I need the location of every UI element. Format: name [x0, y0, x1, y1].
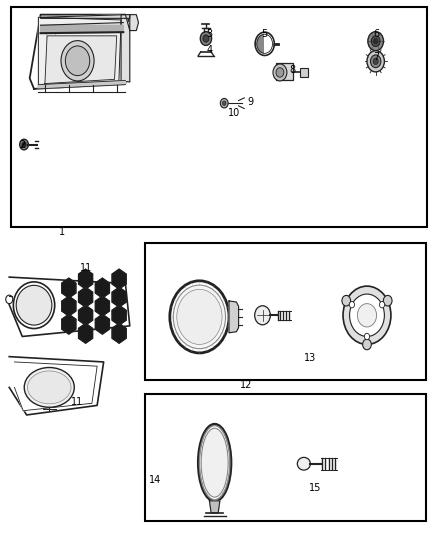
Polygon shape [209, 501, 220, 513]
Circle shape [273, 64, 287, 81]
Circle shape [343, 286, 391, 344]
Circle shape [371, 36, 380, 46]
Bar [11, 7, 427, 227]
Circle shape [349, 302, 354, 308]
Ellipse shape [28, 371, 71, 404]
Bar [145, 243, 426, 381]
Polygon shape [9, 277, 130, 336]
Polygon shape [112, 324, 126, 343]
Ellipse shape [13, 282, 55, 328]
Circle shape [350, 294, 385, 336]
Wedge shape [257, 34, 265, 53]
Polygon shape [41, 14, 130, 18]
Ellipse shape [198, 424, 231, 501]
Text: 5: 5 [261, 29, 268, 39]
Circle shape [276, 68, 284, 77]
Text: 11: 11 [71, 397, 84, 407]
Polygon shape [62, 314, 76, 334]
Text: 10: 10 [228, 108, 240, 118]
Bar [276, 63, 293, 80]
Polygon shape [30, 14, 130, 89]
Circle shape [254, 306, 270, 325]
Circle shape [170, 281, 229, 353]
Text: 9: 9 [247, 97, 254, 107]
Polygon shape [39, 80, 125, 89]
Circle shape [368, 31, 384, 51]
Polygon shape [62, 296, 76, 316]
Polygon shape [112, 269, 126, 289]
Ellipse shape [16, 285, 52, 325]
Text: 13: 13 [304, 353, 317, 363]
Polygon shape [41, 25, 123, 33]
Circle shape [65, 46, 90, 76]
Polygon shape [112, 305, 126, 325]
Polygon shape [121, 14, 138, 82]
Text: 11: 11 [80, 263, 92, 272]
Polygon shape [9, 357, 104, 415]
Text: 15: 15 [308, 483, 321, 493]
Ellipse shape [201, 428, 228, 497]
Circle shape [255, 32, 274, 55]
Circle shape [173, 285, 226, 349]
Ellipse shape [297, 457, 311, 470]
Polygon shape [95, 314, 110, 334]
Text: 12: 12 [240, 379, 253, 390]
Bar [300, 68, 308, 77]
Circle shape [223, 101, 226, 106]
Ellipse shape [24, 368, 74, 407]
Wedge shape [265, 34, 272, 53]
Circle shape [374, 38, 378, 44]
Circle shape [373, 58, 378, 64]
Polygon shape [62, 278, 76, 298]
Text: 3: 3 [206, 29, 212, 39]
Polygon shape [14, 362, 97, 411]
Circle shape [383, 295, 392, 306]
Polygon shape [45, 36, 117, 84]
Circle shape [200, 31, 212, 45]
Circle shape [20, 139, 28, 150]
Circle shape [371, 55, 381, 68]
Circle shape [220, 99, 228, 108]
Polygon shape [95, 296, 110, 316]
Bar [145, 394, 426, 521]
Text: 2: 2 [19, 140, 25, 150]
Circle shape [363, 339, 371, 350]
Circle shape [367, 51, 385, 72]
Circle shape [364, 333, 370, 340]
Text: 8: 8 [289, 66, 295, 75]
Text: 4: 4 [206, 45, 212, 55]
Circle shape [22, 142, 26, 147]
Polygon shape [78, 305, 93, 325]
Circle shape [357, 304, 377, 327]
Circle shape [61, 41, 94, 81]
Polygon shape [78, 324, 93, 343]
Polygon shape [78, 287, 93, 307]
Circle shape [342, 295, 350, 306]
Polygon shape [39, 17, 121, 86]
Circle shape [6, 295, 13, 304]
Polygon shape [229, 301, 239, 333]
Circle shape [379, 302, 385, 308]
Text: 1: 1 [59, 227, 65, 237]
Polygon shape [112, 287, 126, 307]
Polygon shape [95, 278, 110, 298]
Text: 14: 14 [148, 475, 161, 484]
Polygon shape [78, 269, 93, 289]
Text: 6: 6 [374, 29, 380, 39]
Circle shape [177, 289, 222, 344]
Text: 7: 7 [374, 52, 380, 62]
Circle shape [203, 35, 209, 42]
